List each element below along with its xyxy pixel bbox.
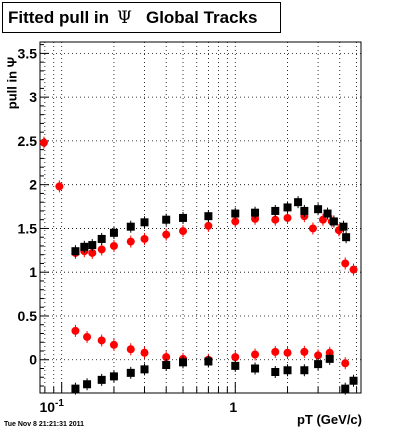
data-point-circle [271,215,280,224]
plot-frame [39,41,362,394]
data-point-circle [71,326,80,335]
x-axis-label: pT (GeV/c) [296,412,362,427]
data-point-circle [140,348,149,357]
x-tick-label: 10-1 [39,398,64,415]
y-tick-label: 3.5 [18,45,38,61]
data-point-square [71,247,80,256]
data-point-square [294,198,303,207]
data-point-square [140,365,149,374]
data-point-circle [126,237,135,246]
data-point-square [109,228,118,237]
data-point-circle [140,234,149,243]
data-point-circle [83,332,92,341]
data-point-square [97,234,106,243]
data-point-square [271,206,280,215]
data-point-circle [341,259,350,268]
data-point-square [179,358,188,367]
y-tick-label: 2.5 [18,133,38,149]
data-point-square [126,368,135,377]
data-point-square [271,367,280,376]
data-point-circle [251,350,260,359]
data-point-square [283,203,292,212]
data-point-square [323,209,332,218]
data-point-square [325,354,334,363]
data-point-square [341,384,350,393]
data-point-circle [318,215,327,224]
data-point-circle [204,221,213,230]
data-point-square [314,205,323,214]
data-point-circle [251,214,260,223]
x-tick-label: 1 [229,399,237,415]
data-point-square [342,233,351,242]
data-point-circle [39,138,48,147]
y-tick-label: 0.5 [18,308,38,324]
y-tick-label: 0 [29,352,37,368]
data-point-circle [88,248,97,257]
data-point-circle [126,345,135,354]
data-point-square [80,242,89,251]
data-point-square [204,357,213,366]
y-tick-label: 3 [29,89,37,105]
data-point-square [162,215,171,224]
data-point-square [97,375,106,384]
data-point-square [126,222,135,231]
data-point-circle [109,241,118,250]
data-point-square [300,366,309,375]
data-point-circle [162,230,171,239]
data-point-circle [97,245,106,254]
data-point-square [204,212,213,221]
data-point-square [314,360,323,369]
data-point-circle [283,348,292,357]
title-prefix: Fitted pull in [8,8,110,27]
data-point-square [251,208,260,217]
data-point-square [140,218,149,227]
y-tick-label: 1 [29,264,37,280]
data-point-square [231,361,240,370]
data-point-circle [97,336,106,345]
data-point-square [109,372,118,381]
data-point-square [251,364,260,373]
data-point-circle [231,217,240,226]
data-point-square [339,222,348,231]
data-point-circle [308,224,317,233]
data-point-circle [349,265,358,274]
data-point-square [329,217,338,226]
data-point-circle [179,227,188,236]
data-point-square [179,213,188,222]
data-point-square [300,206,309,215]
data-point-circle [341,359,350,368]
data-point-square [162,360,171,369]
y-tick-label: 2 [29,177,37,193]
data-point-circle [55,182,64,191]
data-point-circle [283,213,292,222]
data-point-square [231,209,240,218]
y-tick-label: 1.5 [18,220,38,236]
timestamp: Tue Nov 8 21:21:31 2011 [4,421,85,428]
title-psi-symbol: Ψ [117,8,132,28]
data-point-circle [300,347,309,356]
data-point-circle [271,347,280,356]
data-point-square [71,384,80,393]
data-point-circle [314,351,323,360]
data-point-square [283,366,292,375]
data-point-circle [162,353,171,362]
data-point-circle [231,353,240,362]
data-point-square [88,241,97,250]
title-suffix: Global Tracks [145,8,258,27]
data-point-circle [109,340,118,349]
data-point-square [349,376,358,385]
data-point-square [83,380,92,389]
chart-title: Fitted pull in Ψ Global Tracks [2,2,281,33]
data-point-circle [325,348,334,357]
